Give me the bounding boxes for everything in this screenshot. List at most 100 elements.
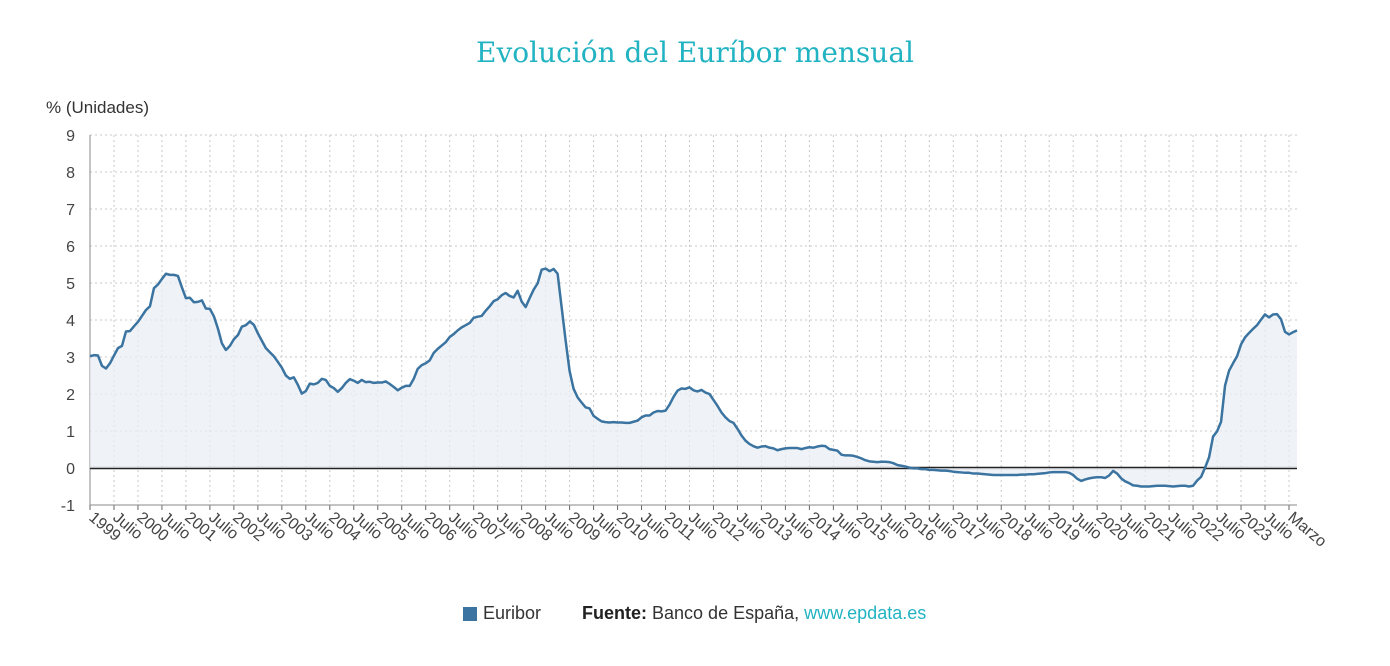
data-point	[1272, 313, 1274, 315]
data-point	[177, 275, 179, 277]
data-point	[740, 434, 742, 436]
data-point	[520, 300, 522, 302]
data-point	[568, 370, 570, 372]
data-point	[1264, 313, 1266, 315]
data-point	[732, 422, 734, 424]
data-point	[1084, 478, 1086, 480]
data-point	[828, 448, 830, 450]
data-point	[820, 445, 822, 447]
data-point	[848, 454, 850, 456]
data-point	[1116, 472, 1118, 474]
data-point	[808, 446, 810, 448]
data-point	[832, 449, 834, 451]
data-point	[1112, 470, 1114, 472]
data-point	[453, 333, 455, 335]
data-point	[1088, 477, 1090, 479]
data-point	[97, 354, 99, 356]
data-point	[664, 409, 666, 411]
data-point	[712, 399, 714, 401]
y-tick-label: 1	[66, 424, 75, 441]
data-point	[964, 472, 966, 474]
legend-swatch-euribor[interactable]	[463, 607, 477, 621]
series-area-euribor	[90, 268, 1297, 487]
data-point	[1252, 328, 1254, 330]
data-point	[1288, 333, 1290, 335]
data-point	[944, 469, 946, 471]
data-point	[492, 300, 494, 302]
data-point	[137, 321, 139, 323]
data-point	[1284, 331, 1286, 333]
data-point	[500, 294, 502, 296]
data-point	[153, 287, 155, 289]
data-point	[736, 428, 738, 430]
data-point	[812, 446, 814, 448]
series-line-euribor	[89, 267, 1298, 488]
data-point	[1048, 471, 1050, 473]
data-point	[365, 381, 367, 383]
data-point	[924, 468, 926, 470]
data-point	[496, 298, 498, 300]
data-point	[1056, 471, 1058, 473]
data-point	[145, 309, 147, 311]
data-point	[876, 461, 878, 463]
source-link[interactable]: www.epdata.es	[804, 603, 927, 623]
data-point	[1124, 480, 1126, 482]
data-point	[764, 445, 766, 447]
data-point	[748, 443, 750, 445]
data-point	[1228, 369, 1230, 371]
data-point	[333, 387, 335, 389]
data-point	[652, 411, 654, 413]
data-point	[225, 349, 227, 351]
data-point	[860, 457, 862, 459]
y-axis-unit-label: % (Unidades)	[46, 98, 149, 117]
data-point	[1068, 472, 1070, 474]
data-point	[89, 355, 91, 357]
data-point	[592, 415, 594, 417]
data-point	[149, 305, 151, 307]
data-point	[1008, 474, 1010, 476]
data-point	[309, 382, 311, 384]
data-point	[700, 389, 702, 391]
data-point	[908, 466, 910, 468]
data-point	[133, 325, 135, 327]
data-point	[185, 297, 187, 299]
data-point	[564, 339, 566, 341]
data-point	[540, 268, 542, 270]
data-point	[940, 469, 942, 471]
data-point	[1204, 466, 1206, 468]
data-point	[377, 381, 379, 383]
data-point	[413, 378, 415, 380]
data-point	[209, 308, 211, 310]
data-point	[425, 362, 427, 364]
data-point	[1036, 473, 1038, 475]
data-point	[840, 453, 842, 455]
data-point	[109, 362, 111, 364]
data-point	[325, 379, 327, 381]
data-point	[708, 393, 710, 395]
data-point	[912, 467, 914, 469]
data-point	[880, 461, 882, 463]
data-point	[113, 354, 115, 356]
data-point	[480, 315, 482, 317]
data-point	[548, 270, 550, 272]
data-point	[437, 348, 439, 350]
data-point	[596, 418, 598, 420]
data-point	[688, 386, 690, 388]
legend-label-euribor[interactable]: Euribor	[483, 603, 542, 623]
data-point	[576, 396, 578, 398]
data-point	[1044, 472, 1046, 474]
data-point	[1244, 336, 1246, 338]
data-point	[752, 445, 754, 447]
data-point	[1108, 474, 1110, 476]
data-point	[1220, 421, 1222, 423]
data-point	[1256, 324, 1258, 326]
data-point	[1072, 474, 1074, 476]
data-point	[1152, 485, 1154, 487]
data-point	[1104, 477, 1106, 479]
data-point	[932, 469, 934, 471]
data-point	[253, 324, 255, 326]
data-point	[1276, 313, 1278, 315]
data-point	[692, 389, 694, 391]
data-point	[301, 392, 303, 394]
